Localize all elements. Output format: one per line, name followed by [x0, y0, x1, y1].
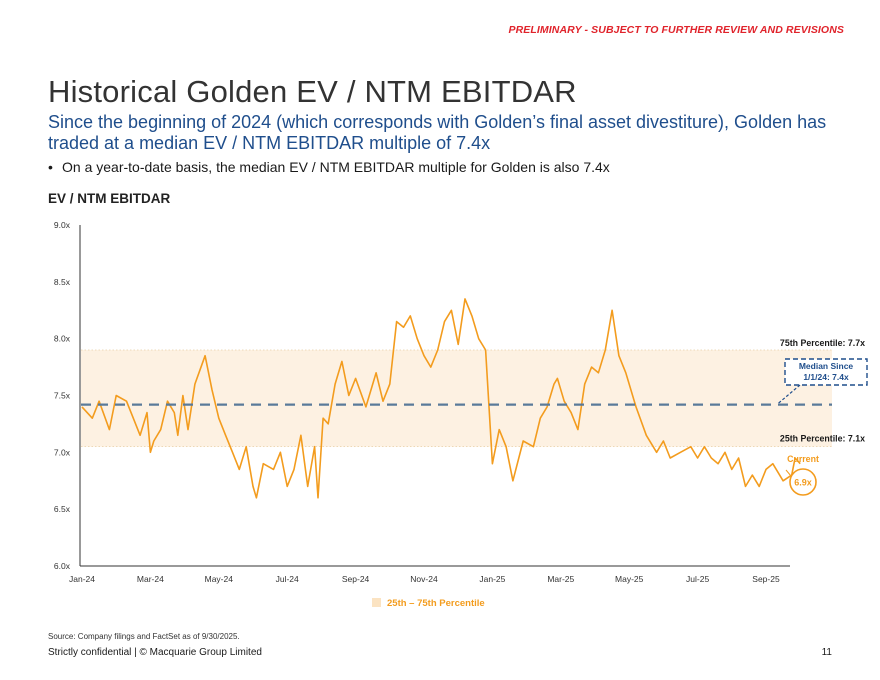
legend-label: 25th – 75th Percentile [387, 598, 485, 609]
x-tick-label: Nov-24 [410, 574, 438, 584]
y-tick-label: 9.0x [54, 220, 71, 230]
median-callout-box [784, 358, 868, 386]
y-tick-label: 6.5x [54, 504, 71, 514]
x-tick-label: Mar-24 [137, 574, 164, 584]
p25-label: 25th Percentile: 7.1x [780, 434, 865, 444]
current-connector [785, 469, 792, 477]
x-tick-label: May-24 [205, 574, 234, 584]
source-footnote: Source: Company filings and FactSet as o… [48, 632, 240, 641]
x-tick-label: Mar-25 [547, 574, 574, 584]
page-subtitle: Since the beginning of 2024 (which corre… [48, 112, 827, 153]
y-tick-label: 8.5x [54, 277, 71, 287]
x-tick-label: Jul-25 [686, 574, 709, 584]
x-tick-label: Jul-24 [276, 574, 299, 584]
page-number: 11 [821, 647, 832, 658]
x-tick-label: Jan-24 [69, 574, 95, 584]
preliminary-banner: PRELIMINARY - SUBJECT TO FURTHER REVIEW … [508, 24, 844, 36]
y-tick-label: 7.5x [54, 391, 71, 401]
current-marker [789, 468, 817, 496]
y-tick-label: 7.0x [54, 447, 71, 457]
page-title: Historical Golden EV / NTM EBITDAR [48, 74, 577, 109]
percentile-band [81, 350, 832, 447]
bullet-icon: • [48, 159, 53, 175]
x-tick-label: May-25 [615, 574, 644, 584]
ev-ebitdar-series-line [81, 298, 801, 499]
chart-label: EV / NTM EBITDAR [48, 191, 171, 206]
current-value: 6.9x [794, 478, 812, 488]
current-label: Current [787, 454, 819, 464]
p75-label: 75th Percentile: 7.7x [780, 338, 865, 348]
legend-swatch [372, 598, 381, 607]
x-tick-label: Sep-24 [342, 574, 370, 584]
x-tick-label: Jan-25 [479, 574, 505, 584]
confidential-footer: Strictly confidential | © Macquarie Grou… [48, 647, 262, 658]
bullet-text: On a year-to-date basis, the median EV /… [62, 159, 610, 175]
x-tick-label: Sep-25 [752, 574, 780, 584]
median-callout-line2: 1/1/24: 7.4x [803, 372, 849, 382]
y-tick-label: 8.0x [54, 334, 71, 344]
y-tick-label: 6.0x [54, 561, 71, 571]
median-callout-line1: Median Since [799, 361, 854, 371]
bullet-point: • On a year-to-date basis, the median EV … [48, 159, 610, 175]
